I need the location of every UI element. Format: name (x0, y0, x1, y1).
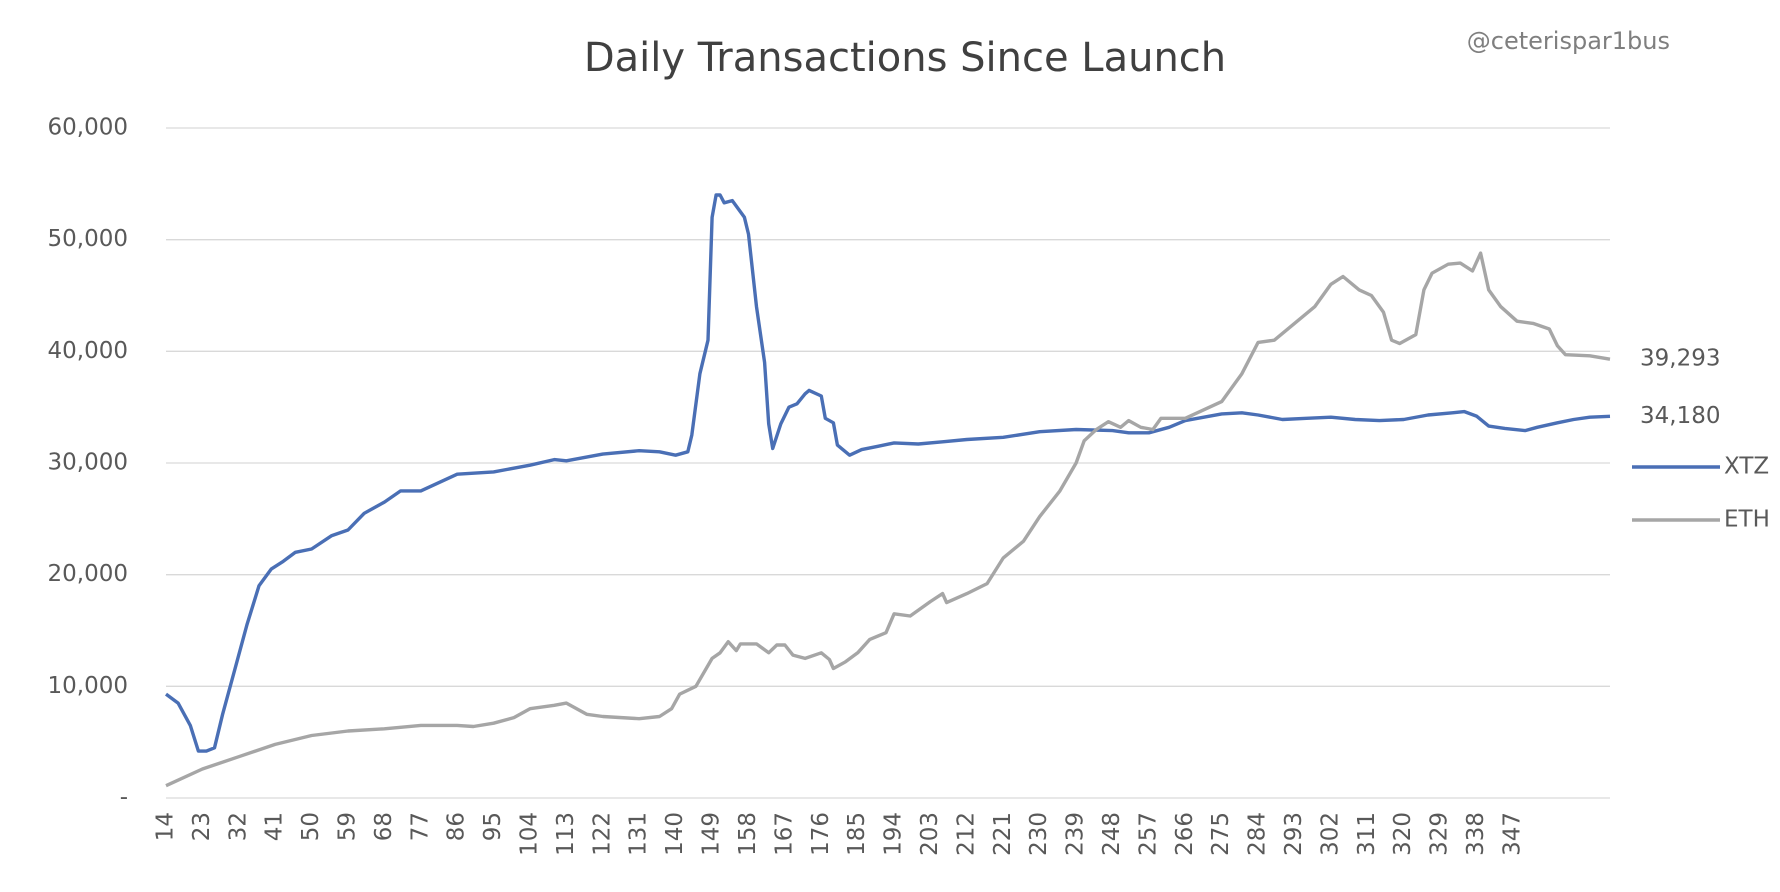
x-tick-label: 320 (1390, 812, 1416, 856)
x-tick-label: 59 (335, 812, 361, 841)
x-tick-label: 77 (407, 812, 433, 841)
x-tick-label: 113 (553, 812, 579, 856)
x-tick-label: 284 (1245, 812, 1271, 856)
x-tick-label: 194 (881, 812, 907, 856)
x-tick-label: 86 (444, 812, 470, 841)
x-tick-label: 221 (990, 812, 1016, 856)
x-tick-label: 104 (517, 812, 543, 856)
x-tick-label: 302 (1317, 812, 1343, 856)
x-tick-label: 248 (1099, 812, 1125, 856)
x-tick-label: 329 (1427, 812, 1453, 856)
x-tick-label: 185 (844, 812, 870, 856)
x-tick-label: 122 (589, 812, 615, 856)
x-tick-label: 176 (808, 812, 834, 856)
x-tick-label: 347 (1499, 812, 1525, 856)
x-tick-label: 311 (1354, 812, 1380, 856)
legend-label: ETH (1724, 507, 1770, 533)
x-tick-label: 275 (1208, 812, 1234, 856)
y-tick-label: 20,000 (48, 561, 128, 587)
series-line (165, 251, 1611, 788)
chart-title: Daily Transactions Since Launch (584, 35, 1226, 81)
y-tick-label: 60,000 (48, 115, 128, 141)
x-tick-label: 131 (626, 812, 652, 856)
x-tick-label: 68 (371, 812, 397, 841)
x-tick-label: 41 (262, 812, 288, 841)
x-tick-label: 257 (1135, 812, 1161, 856)
y-tick-label: 50,000 (48, 226, 128, 252)
x-tick-label: 158 (735, 812, 761, 856)
x-tick-label: 203 (917, 812, 943, 856)
x-tick-label: 212 (953, 812, 979, 856)
x-tick-label: 140 (662, 812, 688, 856)
end-value-label: 39,293 (1640, 346, 1720, 372)
x-tick-label: 95 (480, 812, 506, 841)
legend-label: XTZ (1724, 454, 1769, 480)
x-tick-label: 23 (189, 812, 215, 841)
x-tick-label: 293 (1281, 812, 1307, 856)
x-tick-label: 167 (771, 812, 797, 856)
series-line (164, 193, 1611, 753)
watermark: @ceterispar1bus (1467, 27, 1670, 55)
y-tick-label: 10,000 (48, 673, 128, 699)
x-tick-label: 32 (225, 812, 251, 841)
x-tick-label: 239 (1063, 812, 1089, 856)
x-tick-label: 149 (699, 812, 725, 856)
end-value-label: 34,180 (1640, 403, 1720, 429)
x-tick-label: 50 (298, 812, 324, 841)
y-tick-label: 40,000 (48, 338, 128, 364)
x-tick-label: 338 (1463, 812, 1489, 856)
x-tick-label: 266 (1172, 812, 1198, 856)
y-tick-label: 30,000 (48, 450, 128, 476)
y-tick-label: - (120, 785, 128, 811)
x-tick-label: 230 (1026, 812, 1052, 856)
x-tick-label: 14 (153, 812, 179, 841)
